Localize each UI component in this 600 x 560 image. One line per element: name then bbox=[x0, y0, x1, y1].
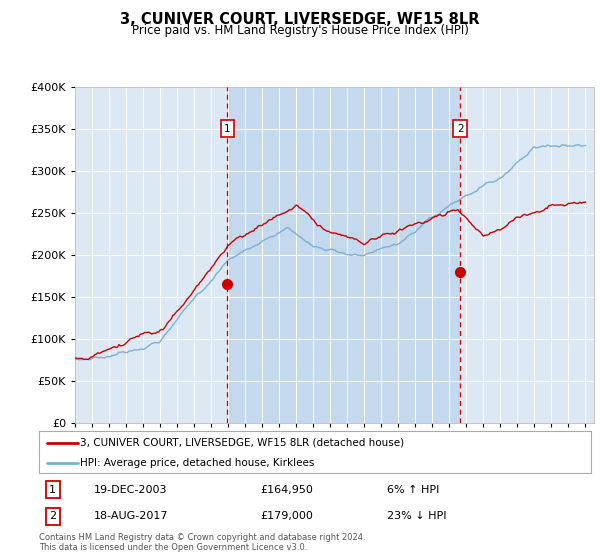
Text: 19-DEC-2003: 19-DEC-2003 bbox=[94, 485, 168, 495]
Text: Contains HM Land Registry data © Crown copyright and database right 2024.: Contains HM Land Registry data © Crown c… bbox=[39, 533, 365, 542]
Text: 23% ↓ HPI: 23% ↓ HPI bbox=[387, 511, 446, 521]
Text: 1: 1 bbox=[49, 485, 56, 495]
Text: 2: 2 bbox=[457, 124, 463, 134]
Text: 3, CUNIVER COURT, LIVERSEDGE, WF15 8LR: 3, CUNIVER COURT, LIVERSEDGE, WF15 8LR bbox=[120, 12, 480, 27]
Text: £164,950: £164,950 bbox=[260, 485, 313, 495]
Text: 6% ↑ HPI: 6% ↑ HPI bbox=[387, 485, 439, 495]
Bar bbox=[227, 87, 460, 423]
Text: 3, CUNIVER COURT, LIVERSEDGE, WF15 8LR (detached house): 3, CUNIVER COURT, LIVERSEDGE, WF15 8LR (… bbox=[80, 438, 404, 448]
Text: This data is licensed under the Open Government Licence v3.0.: This data is licensed under the Open Gov… bbox=[39, 543, 307, 552]
Text: £179,000: £179,000 bbox=[260, 511, 313, 521]
Text: 1: 1 bbox=[224, 124, 231, 134]
Text: Price paid vs. HM Land Registry's House Price Index (HPI): Price paid vs. HM Land Registry's House … bbox=[131, 24, 469, 36]
Text: 2: 2 bbox=[49, 511, 56, 521]
Text: HPI: Average price, detached house, Kirklees: HPI: Average price, detached house, Kirk… bbox=[80, 458, 315, 468]
Text: 18-AUG-2017: 18-AUG-2017 bbox=[94, 511, 169, 521]
